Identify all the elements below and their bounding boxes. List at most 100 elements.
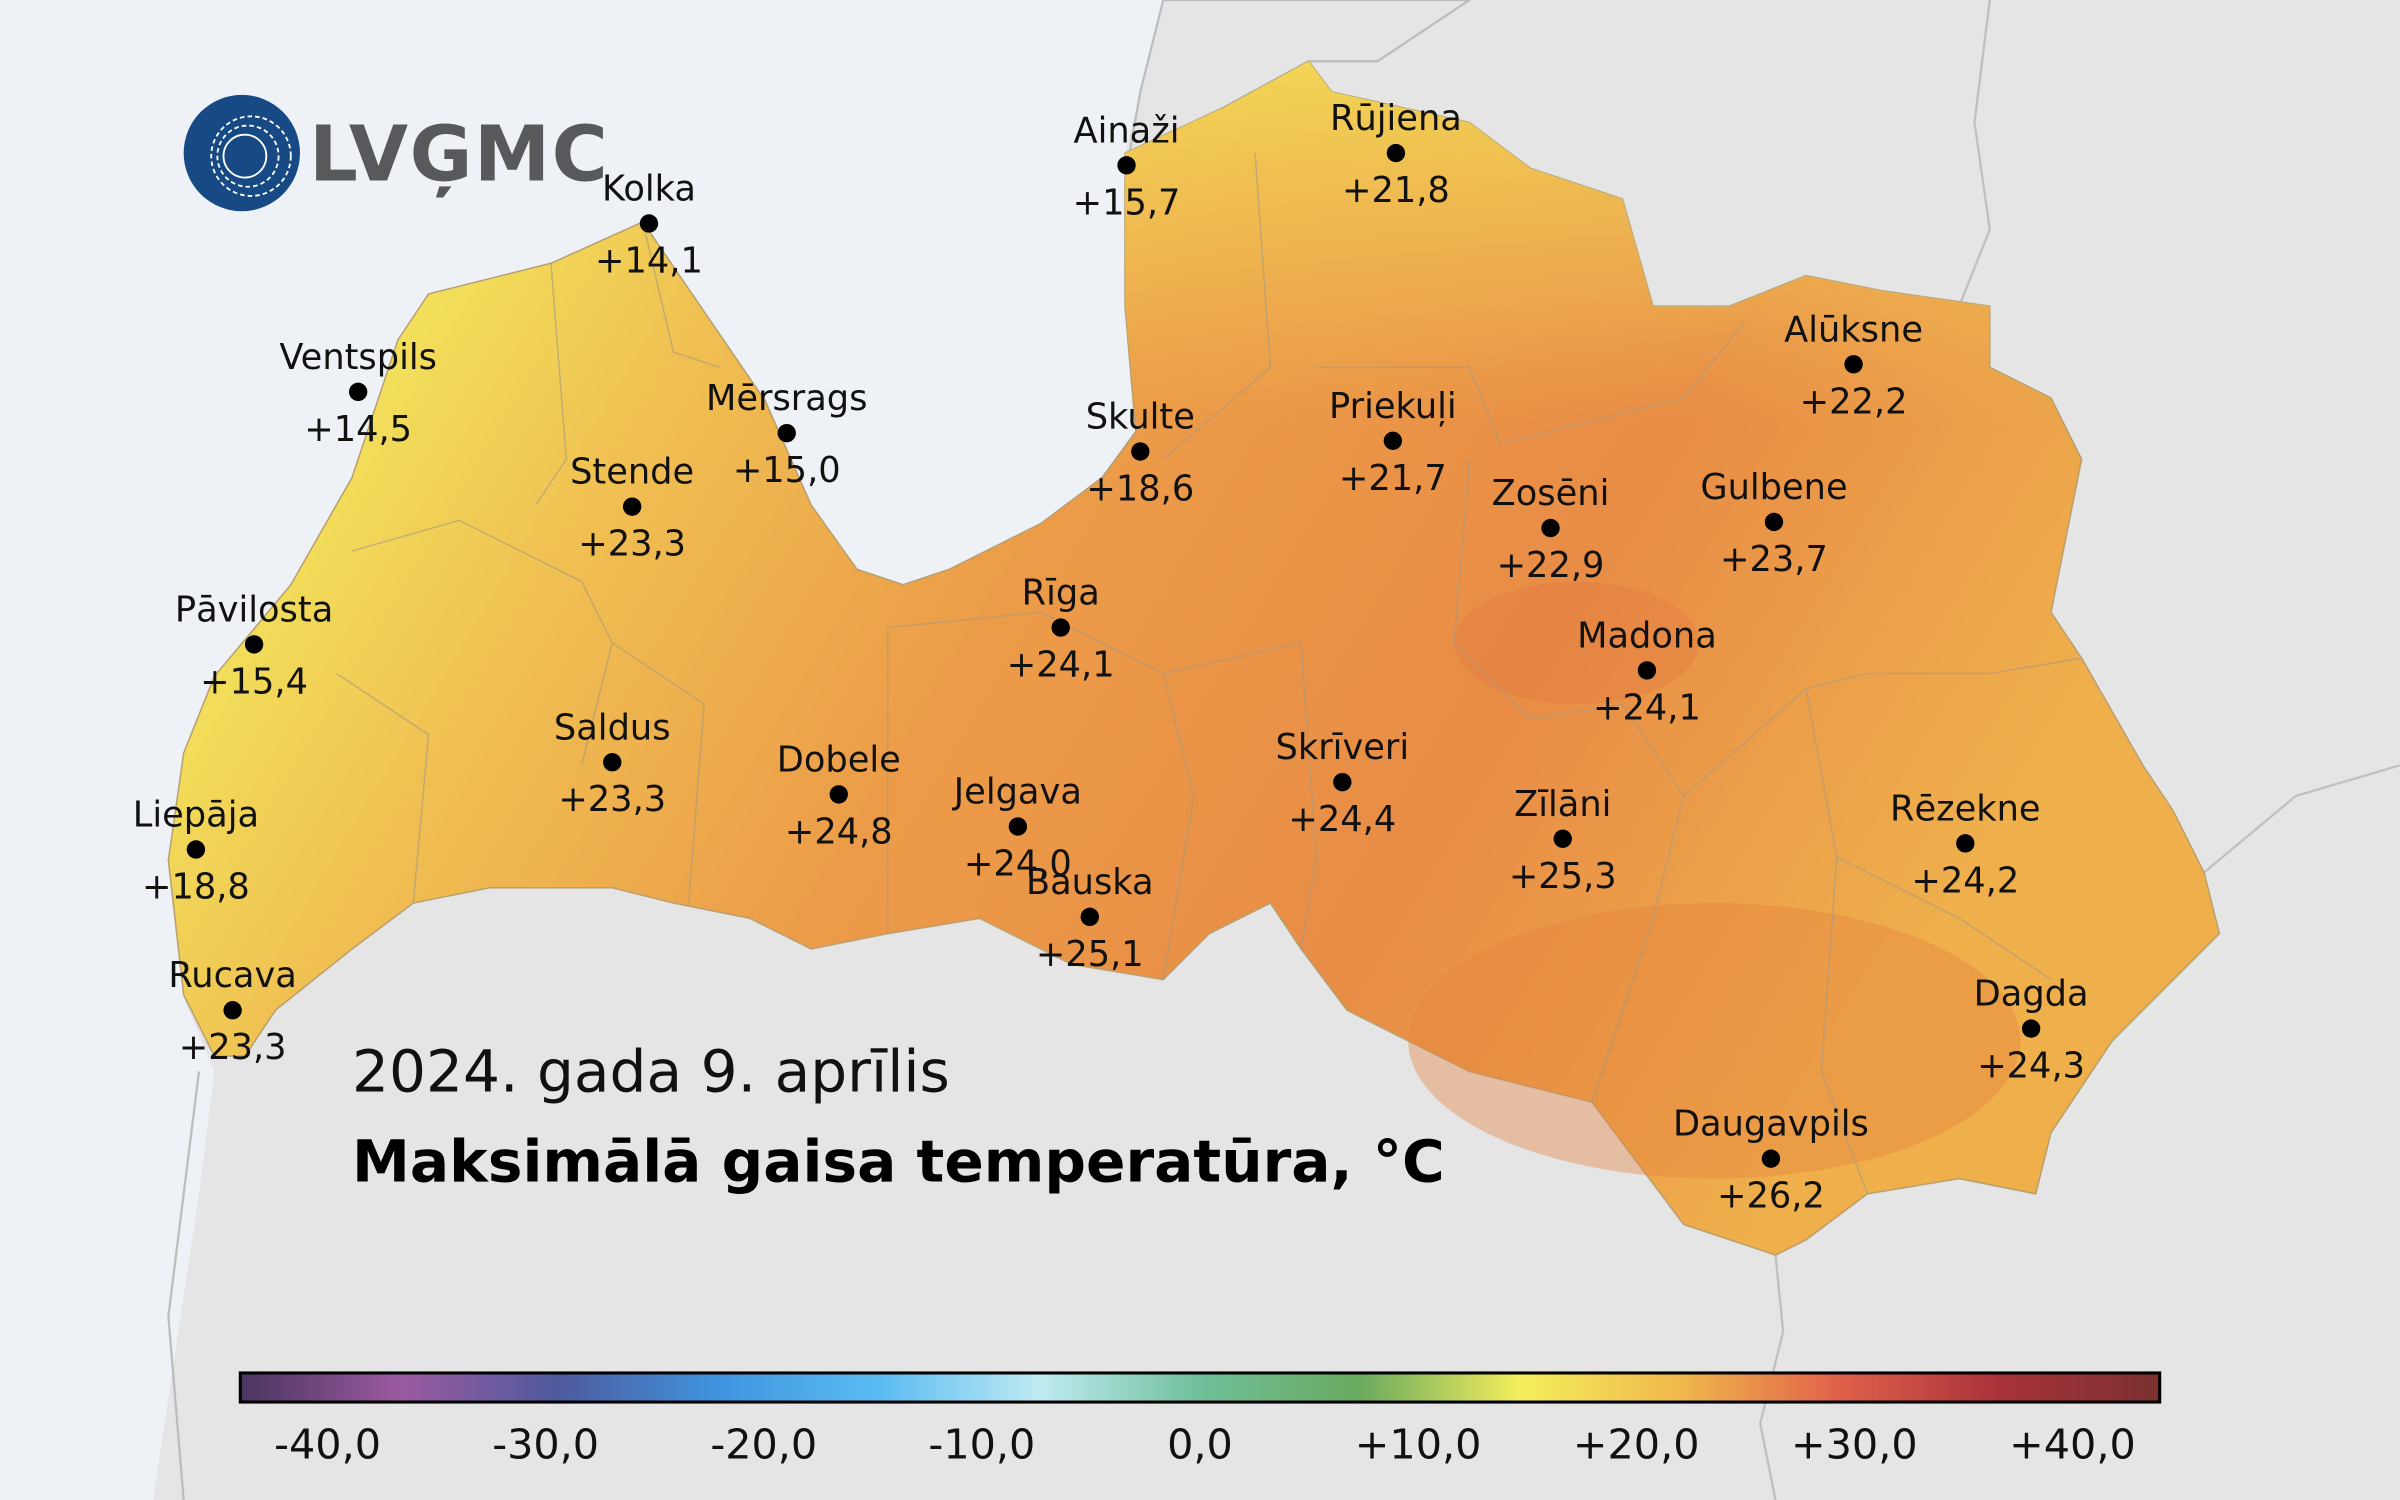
station-dot-icon [1131,442,1150,461]
station-name: Dobele [777,739,901,780]
station-value: +24,2 [1911,860,2019,901]
lvgmc-logo: LVĢMC [183,94,608,212]
color-legend: -40,0 -30,0 -20,0 -10,0 0,0 +10,0 +20,0 +30,0 +4… [238,1371,2162,1469]
logo-circle-icon [183,94,300,212]
station-dot-icon [603,753,622,772]
legend-tick-label: -20,0 [710,1421,817,1469]
station-pāvilosta: Pāvilosta +15,4 [175,589,333,702]
station-value: +15,7 [1073,182,1181,223]
station-name: Priekuļi [1329,386,1457,427]
station-name: Bauska [1026,862,1154,903]
station-name: Jelgava [952,772,1082,813]
station-name: Zosēni [1492,473,1610,514]
station-name: Alūksne [1784,309,1923,350]
station-rīga: Rīga +24,1 [1007,573,1115,686]
station-dot-icon [1117,156,1136,175]
station-skrīveri: Skrīveri +24,4 [1276,727,1410,840]
station-name: Stende [570,452,694,493]
warm-spot-southeast [1408,903,2021,1179]
station-saldus: Saldus +23,3 [554,707,671,820]
station-value: +14,1 [595,240,703,281]
station-value: +23,7 [1720,539,1828,580]
station-rēzekne: Rēzekne +24,2 [1890,788,2041,901]
station-zīlāni: Zīlāni +25,3 [1509,784,1617,897]
station-dot-icon [1333,772,1352,792]
station-name: Madona [1577,615,1717,656]
station-daugavpils: Daugavpils +26,2 [1673,1104,1869,1217]
station-dot-icon [1080,907,1099,927]
station-value: +25,1 [1036,934,1144,975]
legend-tick-label: +20,0 [1573,1421,1700,1469]
colorbar [238,1371,2162,1404]
station-value: +15,0 [733,450,841,491]
station-dot-icon [1383,431,1403,450]
station-value: +25,3 [1509,856,1617,897]
station-value: +18,8 [142,866,250,907]
map-date: 2024. gada 9. aprīlis [352,1037,950,1105]
station-dot-icon [1764,512,1784,532]
station-value: +24,8 [785,811,893,852]
station-name: Rucava [168,955,296,996]
station-name: Liepāja [133,795,259,836]
station-name: Saldus [554,707,671,748]
station-madona: Madona +24,1 [1577,615,1717,728]
station-dot-icon [223,1001,242,1020]
station-value: +24,3 [1977,1046,2085,1087]
station-ventspils: Ventspils +14,5 [279,337,437,450]
station-dot-icon [639,214,659,233]
station-dot-icon [1844,355,1863,374]
station-mērsrags: Mērsrags +15,0 [706,378,868,491]
station-dot-icon [1637,661,1657,680]
station-bauska: Bauska +25,1 [1026,862,1154,975]
station-dot-icon [1956,834,1975,853]
station-dot-icon [1008,817,1028,836]
station-dot-icon [1541,518,1560,538]
station-dobele: Dobele +24,8 [777,739,901,852]
station-value: +14,5 [304,409,412,450]
station-value: +21,7 [1339,458,1447,499]
station-value: +22,9 [1497,545,1605,586]
station-value: +24,4 [1288,799,1396,840]
station-name: Dagda [1974,974,2089,1015]
station-name: Rūjiena [1330,98,1462,139]
station-dot-icon [1386,143,1406,163]
station-skulte: Skulte +18,6 [1086,397,1195,510]
legend-tick-label: 0,0 [1167,1421,1233,1469]
station-name: Rēzekne [1890,788,2041,829]
map-title: Maksimālā gaisa temperatūra, °C [352,1128,1445,1196]
station-dot-icon [186,840,206,859]
station-stende: Stende +23,3 [570,452,694,565]
station-dot-icon [348,382,368,402]
station-value: +23,3 [179,1027,287,1068]
station-name: Ainaži [1074,110,1180,151]
station-liepāja: Liepāja +18,8 [133,795,259,908]
legend-tick-label: -40,0 [274,1421,381,1469]
legend-tick-label: -30,0 [492,1421,599,1469]
station-value: +26,2 [1717,1176,1825,1217]
baltic-sea [0,0,1164,1500]
station-gulbene: Gulbene +23,7 [1700,467,1847,580]
station-name: Gulbene [1700,467,1847,508]
station-rūjiena: Rūjiena +21,8 [1330,98,1462,211]
station-name: Pāvilosta [175,589,333,630]
station-value: +15,4 [200,661,308,702]
station-dot-icon [1761,1149,1781,1168]
legend-tick-label: +10,0 [1355,1421,1482,1469]
station-value: +22,2 [1800,381,1908,422]
station-dot-icon [2021,1019,2041,1038]
station-value: +24,1 [1593,687,1701,728]
latvia-north-warm-overlay [1125,61,2082,582]
warm-spot-madona [1454,581,1699,705]
station-dot-icon [777,423,796,443]
station-value: +23,3 [558,779,666,820]
station-value: +21,8 [1342,170,1450,211]
station-name: Ventspils [279,337,437,378]
station-ainaži: Ainaži +15,7 [1073,110,1181,223]
station-name: Zīlāni [1514,784,1611,825]
station-value: +23,3 [578,524,686,565]
station-name: Mērsrags [706,378,868,419]
legend-tick-label: +40,0 [2009,1421,2136,1469]
border-line-ne [1958,0,2400,874]
district-borders [336,153,2082,1195]
